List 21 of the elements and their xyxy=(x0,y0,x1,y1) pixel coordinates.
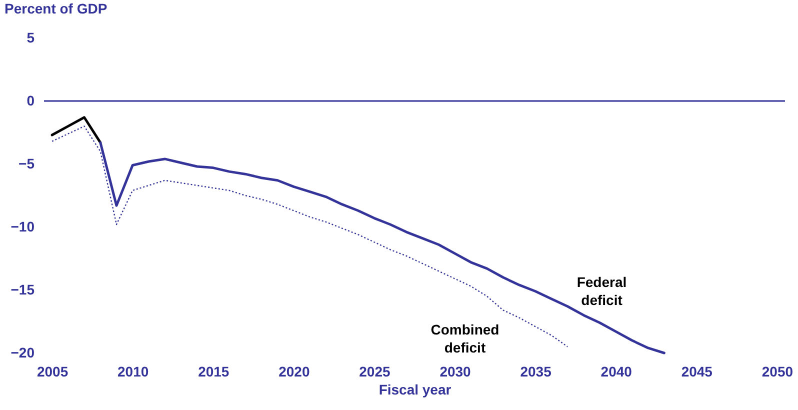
x-tick-label: 2015 xyxy=(198,364,230,380)
x-tick-label: 2050 xyxy=(762,364,794,380)
line-series xyxy=(50,116,102,144)
x-tick-label: 2025 xyxy=(359,364,391,380)
y-tick-label: −20 xyxy=(10,344,35,360)
x-tick-label: 2020 xyxy=(278,364,310,380)
y-tick-label: −15 xyxy=(10,282,35,298)
x-tick-label: 2010 xyxy=(118,364,149,380)
x-tick-label: 2035 xyxy=(520,364,552,380)
x-axis-title: Fiscal year xyxy=(378,382,452,398)
series-label: Combined deficit xyxy=(430,321,500,356)
y-tick-label: 5 xyxy=(26,30,35,46)
y-axis-title: Percent of GDP xyxy=(4,0,108,16)
x-tick-label: 2005 xyxy=(36,364,68,380)
y-tick-label: −5 xyxy=(18,156,35,172)
series-label: Federal deficit xyxy=(576,274,627,308)
x-tick-label: 2030 xyxy=(440,364,472,380)
x-tick-label: 2045 xyxy=(681,364,713,380)
x-tick-label: 2040 xyxy=(600,364,632,380)
y-tick-label: −10 xyxy=(10,218,35,234)
y-tick-label: 0 xyxy=(26,92,35,108)
